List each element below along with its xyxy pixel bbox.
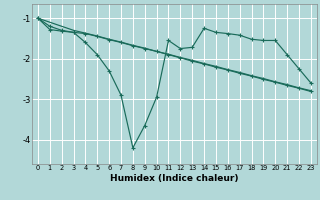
X-axis label: Humidex (Indice chaleur): Humidex (Indice chaleur)	[110, 174, 239, 183]
